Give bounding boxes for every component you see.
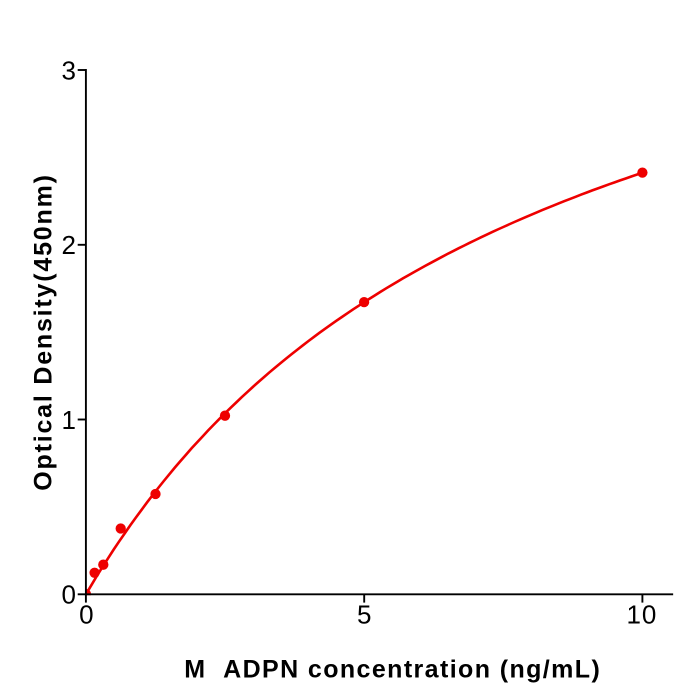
svg-text:Optical Density(450nm): Optical Density(450nm) xyxy=(30,173,58,490)
svg-text:0: 0 xyxy=(79,599,93,629)
svg-text:5: 5 xyxy=(357,599,371,629)
svg-text:1: 1 xyxy=(62,405,76,435)
svg-text:0: 0 xyxy=(62,580,76,610)
svg-text:3: 3 xyxy=(62,55,76,85)
svg-text:10: 10 xyxy=(626,599,657,629)
svg-text:M ADPN concentration (ng/mL): M ADPN concentration (ng/mL) xyxy=(184,656,601,684)
svg-text:2: 2 xyxy=(62,230,76,260)
